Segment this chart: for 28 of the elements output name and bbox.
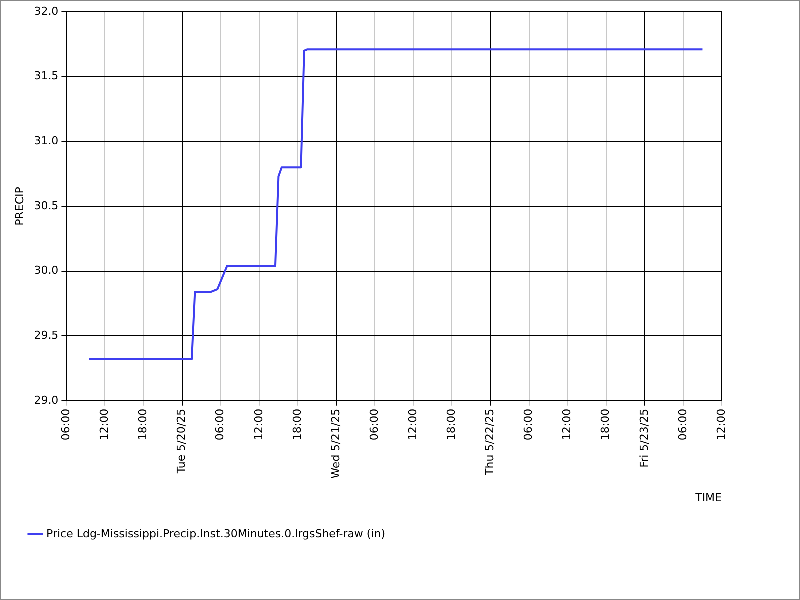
x-tick-label: 06:00	[522, 408, 536, 441]
y-tick-label: 32.0	[34, 4, 59, 18]
x-tick-label: 06:00	[60, 408, 73, 441]
y-tick-label: 31.5	[34, 70, 59, 83]
x-tick-label: 06:00	[676, 408, 690, 441]
x-tick-label: Wed 5/21/25	[329, 408, 342, 479]
x-tick-label: 18:00	[445, 408, 458, 441]
x-tick-label: 06:00	[368, 408, 381, 441]
x-tick-label: Tue 5/20/25	[175, 408, 188, 475]
x-tick-label: 18:00	[290, 408, 304, 441]
x-tick-label: 12:00	[252, 408, 266, 441]
x-tick-label: Fri 5/23/25	[638, 408, 651, 468]
x-tick-label: 06:00	[214, 408, 227, 441]
y-tick-label: 31.0	[34, 134, 59, 148]
x-tick-label: Thu 5/22/25	[484, 408, 497, 476]
legend-label: Price Ldg-Mississippi.Precip.Inst.30Minutes.0.lrgsShef-raw (in)	[46, 527, 386, 540]
y-tick-label: 29.0	[34, 394, 59, 407]
x-tick-label: 18:00	[136, 408, 150, 441]
x-tick-label: 12:00	[98, 408, 112, 441]
y-axis-title: PRECIP	[13, 186, 26, 226]
x-tick-label: 12:00	[714, 408, 728, 441]
x-tick-label: 12:00	[406, 408, 420, 441]
x-tick-label: 12:00	[560, 408, 574, 441]
y-tick-label: 30.0	[34, 264, 59, 278]
y-tick-label: 29.5	[34, 328, 59, 342]
x-tick-label: 18:00	[599, 408, 612, 441]
y-tick-label: 30.5	[34, 199, 59, 212]
x-axis-title: TIME	[694, 491, 722, 504]
